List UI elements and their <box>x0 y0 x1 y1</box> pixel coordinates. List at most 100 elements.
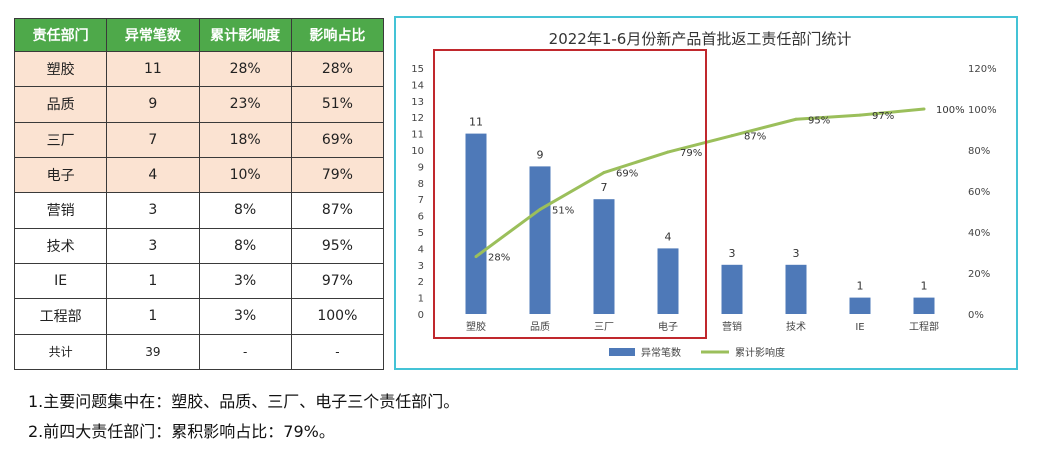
table-cell-share: 100% <box>290 298 385 335</box>
line-data-label: 97% <box>872 111 894 122</box>
table-cell-count: 1 <box>106 298 200 335</box>
table-cell-impact: 3% <box>198 298 292 335</box>
table-cell-impact: 23% <box>198 86 292 123</box>
cumulative-line <box>475 107 925 258</box>
y-left-tick-label: 9 <box>418 162 424 173</box>
line-point <box>794 117 798 121</box>
table-cell-impact: 3% <box>198 262 292 300</box>
table-cell-count: 3 <box>106 227 200 264</box>
bar-data-label: 1 <box>857 280 864 293</box>
bar <box>785 264 807 314</box>
line-data-label: 69% <box>616 169 638 180</box>
department-table: 责任部门 异常笔数 累计影响度 影响占比 塑胶 11 28% 28% 品质 9 23% 51% 三厂 7… <box>13 18 385 371</box>
line-point <box>666 150 670 154</box>
y-left-tick-label: 6 <box>418 212 424 223</box>
table-total-share: - <box>290 333 385 371</box>
table-cell-impact: 8% <box>198 192 292 229</box>
table-cell-count: 9 <box>106 86 200 123</box>
table-cell-share: 95% <box>290 227 385 264</box>
bar-data-label: 1 <box>921 280 928 293</box>
bar <box>721 264 743 314</box>
table-cell-dept: IE <box>13 262 108 300</box>
highlight-box <box>433 49 707 339</box>
y-left-tick-label: 0 <box>418 310 424 321</box>
table-cell-dept: 品质 <box>13 86 108 123</box>
chart-panel: 2022年1-6月份新产品首批返工责任部门统计 0 1 2 3 4 5 6 7 8 9 10 11 12 1… <box>394 16 1018 370</box>
table-row: 塑胶 11 28% 28% <box>13 50 385 88</box>
line-data-label: 79% <box>680 148 702 159</box>
table-cell-impact: 8% <box>198 227 292 264</box>
table-cell-count: 1 <box>106 262 200 300</box>
table-row: 营销 3 8% 87% <box>13 192 385 229</box>
line-point <box>602 171 606 175</box>
y-left-tick-label: 1 <box>418 294 424 305</box>
x-tick-label: 塑胶 <box>466 320 486 333</box>
line-data-label: 51% <box>552 205 574 216</box>
table-header-cell: 责任部门 <box>13 18 108 52</box>
bar-data-label: 4 <box>665 230 672 243</box>
line-data-label: 100% <box>936 105 965 116</box>
table-row: IE 1 3% 97% <box>13 262 385 300</box>
table-row: 三厂 7 18% 69% <box>13 121 385 158</box>
table-total-impact: - <box>198 333 292 371</box>
bar-data-label: 3 <box>729 247 736 260</box>
table-header-cell: 累计影响度 <box>198 18 292 52</box>
y-left-tick-label: 12 <box>411 113 424 124</box>
bar-data-label: 9 <box>537 148 544 161</box>
table-header-row: 责任部门 异常笔数 累计影响度 影响占比 <box>13 18 385 52</box>
table-cell-share: 87% <box>290 192 385 229</box>
y-left-tick-label: 11 <box>411 130 424 141</box>
table-cell-count: 4 <box>106 156 200 194</box>
y-left-tick-label: 5 <box>418 228 424 239</box>
table-cell-dept: 三厂 <box>13 121 108 158</box>
table-header-cell: 影响占比 <box>290 18 385 52</box>
x-tick-label: 三厂 <box>594 322 614 333</box>
table-header-cell: 异常笔数 <box>106 18 200 52</box>
table-cell-share: 97% <box>290 262 385 300</box>
legend-label-bar: 异常笔数 <box>641 346 681 359</box>
table-cell-dept: 工程部 <box>13 298 108 335</box>
y-left-tick-label: 3 <box>418 261 424 272</box>
bar-data-label: 11 <box>469 116 483 129</box>
table-cell-share: 28% <box>290 50 385 88</box>
y-right-tick-label: 80% <box>968 146 990 157</box>
table-row: 工程部 1 3% 100% <box>13 298 385 335</box>
table-cell-count: 7 <box>106 121 200 158</box>
table-cell-dept: 塑胶 <box>13 50 108 88</box>
y-left-tick-label: 15 <box>411 64 424 75</box>
x-tick-label: 品质 <box>530 321 550 333</box>
bar <box>849 297 871 314</box>
x-tick-label: IE <box>855 322 864 333</box>
y-left-tick-label: 2 <box>418 277 424 288</box>
y-right-tick-label: 20% <box>968 269 990 280</box>
chart-title: 2022年1-6月份新产品首批返工责任部门统计 <box>549 30 852 48</box>
table-cell-impact: 10% <box>198 156 292 194</box>
y-left-tick-label: 13 <box>411 97 424 108</box>
pareto-chart: 2022年1-6月份新产品首批返工责任部门统计01234567891011121… <box>411 30 997 359</box>
table-total-count: 39 <box>106 333 200 371</box>
table-cell-share: 79% <box>290 156 385 194</box>
line-point <box>730 134 734 138</box>
line-point <box>474 255 478 259</box>
table-cell-dept: 营销 <box>13 192 108 229</box>
table-cell-count: 3 <box>106 192 200 229</box>
y-right-tick-label: 120% <box>968 64 997 75</box>
table-row: 品质 9 23% 51% <box>13 86 385 123</box>
y-left-tick-label: 10 <box>411 146 424 157</box>
bar <box>529 166 551 314</box>
y-right-tick-label: 100% <box>968 105 997 116</box>
y-left-tick-label: 7 <box>418 195 424 206</box>
bar-data-label: 3 <box>793 247 800 260</box>
table-row: 技术 3 8% 95% <box>13 227 385 264</box>
y-right-tick-label: 60% <box>968 187 990 198</box>
line-data-label: 28% <box>488 253 510 264</box>
bar-data-label: 7 <box>601 181 608 194</box>
table-cell-impact: 18% <box>198 121 292 158</box>
table-cell-count: 11 <box>106 50 200 88</box>
table-cell-share: 69% <box>290 121 385 158</box>
summary-note-2: 2.前四大责任部门：累积影响占比：79%。 <box>28 422 335 441</box>
table-row: 电子 4 10% 79% <box>13 156 385 194</box>
table-total-row: 共计 39- - <box>13 333 385 371</box>
table-total-label: 共计 <box>13 333 108 371</box>
summary-note-1: 1.主要问题集中在：塑胶、品质、三厂、电子三个责任部门。 <box>28 392 460 411</box>
